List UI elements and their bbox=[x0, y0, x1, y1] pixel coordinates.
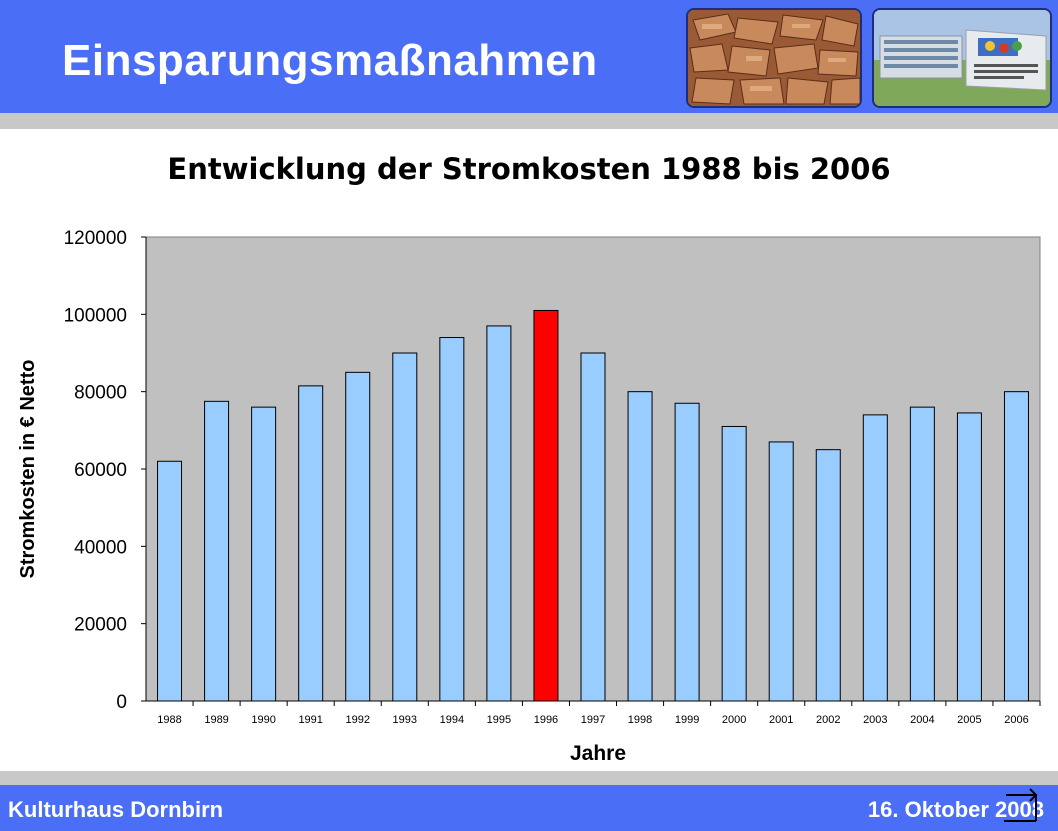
slide-header: Einsparungsmaßnahmen bbox=[0, 0, 1058, 113]
x-tick-label-1989: 1989 bbox=[204, 714, 228, 726]
bar-2005 bbox=[956, 412, 982, 702]
x-tick-label-2003: 2003 bbox=[863, 714, 887, 726]
x-tick-label-2004: 2004 bbox=[910, 714, 934, 726]
bar-1990 bbox=[251, 406, 277, 702]
bar-2006 bbox=[1003, 391, 1029, 702]
return-arrow-icon[interactable] bbox=[1000, 787, 1044, 827]
header-divider bbox=[0, 113, 1058, 129]
bar-1999 bbox=[674, 402, 700, 702]
bar-2002 bbox=[815, 449, 841, 702]
bar-1997 bbox=[580, 352, 606, 702]
y-tick-label: 100000 bbox=[64, 305, 127, 326]
x-tick-label-2005: 2005 bbox=[957, 714, 981, 726]
x-tick-label-2000: 2000 bbox=[722, 714, 746, 726]
x-tick-label-1993: 1993 bbox=[393, 714, 417, 726]
bar-1991 bbox=[298, 385, 324, 702]
bar-1994 bbox=[439, 337, 465, 702]
building-photo bbox=[872, 8, 1052, 108]
slide-footer: Kulturhaus Dornbirn 16. Oktober 2008 bbox=[0, 785, 1058, 831]
x-tick-label-1988: 1988 bbox=[157, 714, 181, 726]
stromkosten-bar-chart: Entwicklung der Stromkosten 1988 bis 200… bbox=[17, 152, 1041, 765]
chart-title: Entwicklung der Stromkosten 1988 bis 200… bbox=[167, 152, 890, 186]
x-axis-title: Jahre bbox=[570, 742, 626, 765]
y-tick-label: 80000 bbox=[74, 383, 127, 404]
bar-2001 bbox=[768, 441, 794, 702]
x-tick-label-2001: 2001 bbox=[769, 714, 793, 726]
bar-2000 bbox=[721, 425, 747, 702]
footer-divider bbox=[0, 771, 1058, 785]
footer-date: 16. Oktober 2008 bbox=[867, 797, 1044, 822]
y-axis-title: Stromkosten in € Netto bbox=[17, 360, 39, 579]
bar-1996 bbox=[533, 309, 559, 702]
bar-1998 bbox=[627, 391, 653, 702]
bar-1995 bbox=[486, 325, 512, 702]
bar-1988 bbox=[157, 460, 183, 702]
bar-1992 bbox=[345, 371, 371, 702]
y-tick-label: 0 bbox=[116, 692, 127, 713]
x-tick-label-2006: 2006 bbox=[1004, 714, 1028, 726]
y-tick-label: 40000 bbox=[74, 537, 127, 558]
slide-title: Einsparungsmaßnahmen bbox=[62, 36, 598, 85]
y-tick-label: 120000 bbox=[64, 228, 127, 249]
x-tick-label-1995: 1995 bbox=[487, 714, 511, 726]
x-tick-label-1998: 1998 bbox=[628, 714, 652, 726]
x-tick-label-1990: 1990 bbox=[251, 714, 275, 726]
bar-1989 bbox=[204, 400, 230, 702]
x-tick-label-1992: 1992 bbox=[345, 714, 369, 726]
y-tick-label: 20000 bbox=[74, 615, 127, 636]
bar-1993 bbox=[392, 352, 418, 702]
x-tick-label-1996: 1996 bbox=[534, 714, 558, 726]
wood-chips-photo bbox=[686, 8, 862, 108]
footer-venue: Kulturhaus Dornbirn bbox=[8, 797, 224, 822]
x-tick-label-1991: 1991 bbox=[298, 714, 322, 726]
x-tick-label-1997: 1997 bbox=[581, 714, 605, 726]
y-tick-label: 60000 bbox=[74, 460, 127, 481]
x-tick-label-1994: 1994 bbox=[440, 714, 464, 726]
bar-2003 bbox=[862, 414, 888, 702]
x-tick-label-1999: 1999 bbox=[675, 714, 699, 726]
x-tick-label-2002: 2002 bbox=[816, 714, 840, 726]
bar-2004 bbox=[909, 406, 935, 702]
